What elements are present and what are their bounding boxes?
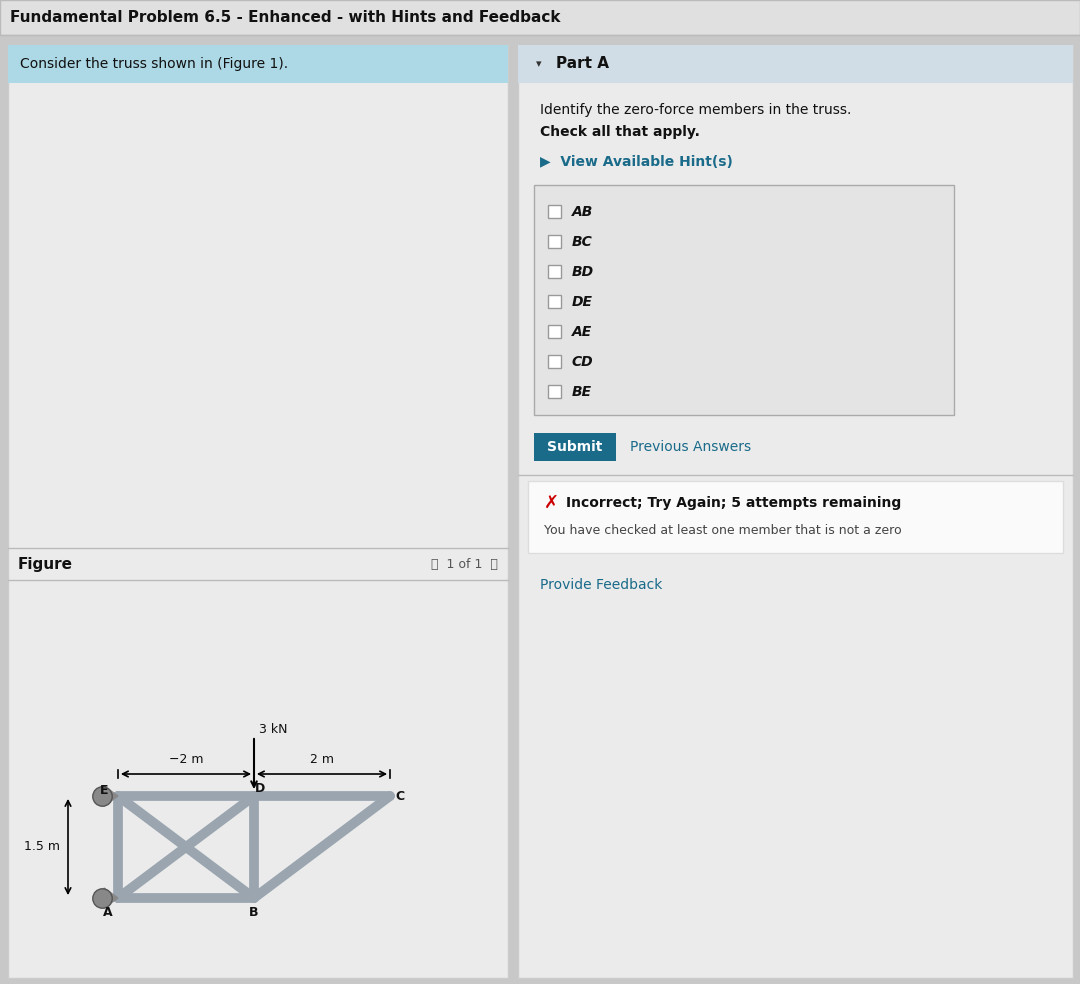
Bar — [548, 325, 561, 338]
Bar — [8, 45, 508, 978]
Bar — [518, 45, 1074, 978]
Text: 〈  1 of 1  〉: 〈 1 of 1 〉 — [431, 558, 498, 571]
Text: 3 kN: 3 kN — [259, 723, 287, 736]
Text: BD: BD — [572, 265, 594, 278]
Polygon shape — [104, 786, 118, 806]
Text: Part A: Part A — [556, 56, 609, 72]
Text: Consider the truss shown in (Figure 1).: Consider the truss shown in (Figure 1). — [21, 57, 288, 71]
Polygon shape — [104, 888, 118, 908]
Text: −2 m: −2 m — [168, 753, 203, 766]
Bar — [548, 265, 561, 278]
Bar — [534, 433, 616, 461]
Bar — [0, 0, 1080, 35]
Text: Incorrect; Try Again; 5 attempts remaining: Incorrect; Try Again; 5 attempts remaini… — [566, 496, 901, 510]
Text: Provide Feedback: Provide Feedback — [540, 578, 662, 592]
Text: Figure: Figure — [18, 557, 73, 572]
Text: Fundamental Problem 6.5 - Enhanced - with Hints and Feedback: Fundamental Problem 6.5 - Enhanced - wit… — [10, 10, 561, 25]
Bar — [548, 235, 561, 248]
Text: E: E — [99, 783, 108, 796]
Text: 1.5 m: 1.5 m — [24, 840, 60, 853]
Text: Check all that apply.: Check all that apply. — [540, 125, 700, 139]
Text: CD: CD — [572, 354, 594, 368]
Text: B: B — [249, 905, 259, 918]
Text: DE: DE — [572, 294, 593, 309]
Bar — [518, 45, 1074, 83]
Text: Identify the zero-force members in the truss.: Identify the zero-force members in the t… — [540, 103, 851, 117]
Text: C: C — [395, 789, 405, 803]
Bar — [548, 355, 561, 368]
Bar — [8, 45, 508, 83]
Text: ▾: ▾ — [536, 59, 542, 69]
Text: BC: BC — [572, 234, 593, 249]
Text: AE: AE — [572, 325, 592, 338]
Bar — [534, 185, 954, 415]
Bar — [548, 295, 561, 308]
Bar — [548, 205, 561, 218]
Text: Previous Answers: Previous Answers — [630, 440, 751, 454]
Text: 2 m: 2 m — [310, 753, 334, 766]
Text: ✗: ✗ — [544, 494, 559, 512]
Bar — [548, 385, 561, 398]
Text: AB: AB — [572, 205, 593, 218]
Text: ▶  View Available Hint(s): ▶ View Available Hint(s) — [540, 155, 733, 169]
Text: You have checked at least one member that is not a zero: You have checked at least one member tha… — [544, 524, 902, 537]
Bar — [528, 481, 1063, 553]
Text: Submit: Submit — [548, 440, 603, 454]
Text: D: D — [255, 781, 265, 794]
Text: A: A — [104, 905, 112, 918]
Text: BE: BE — [572, 385, 592, 399]
